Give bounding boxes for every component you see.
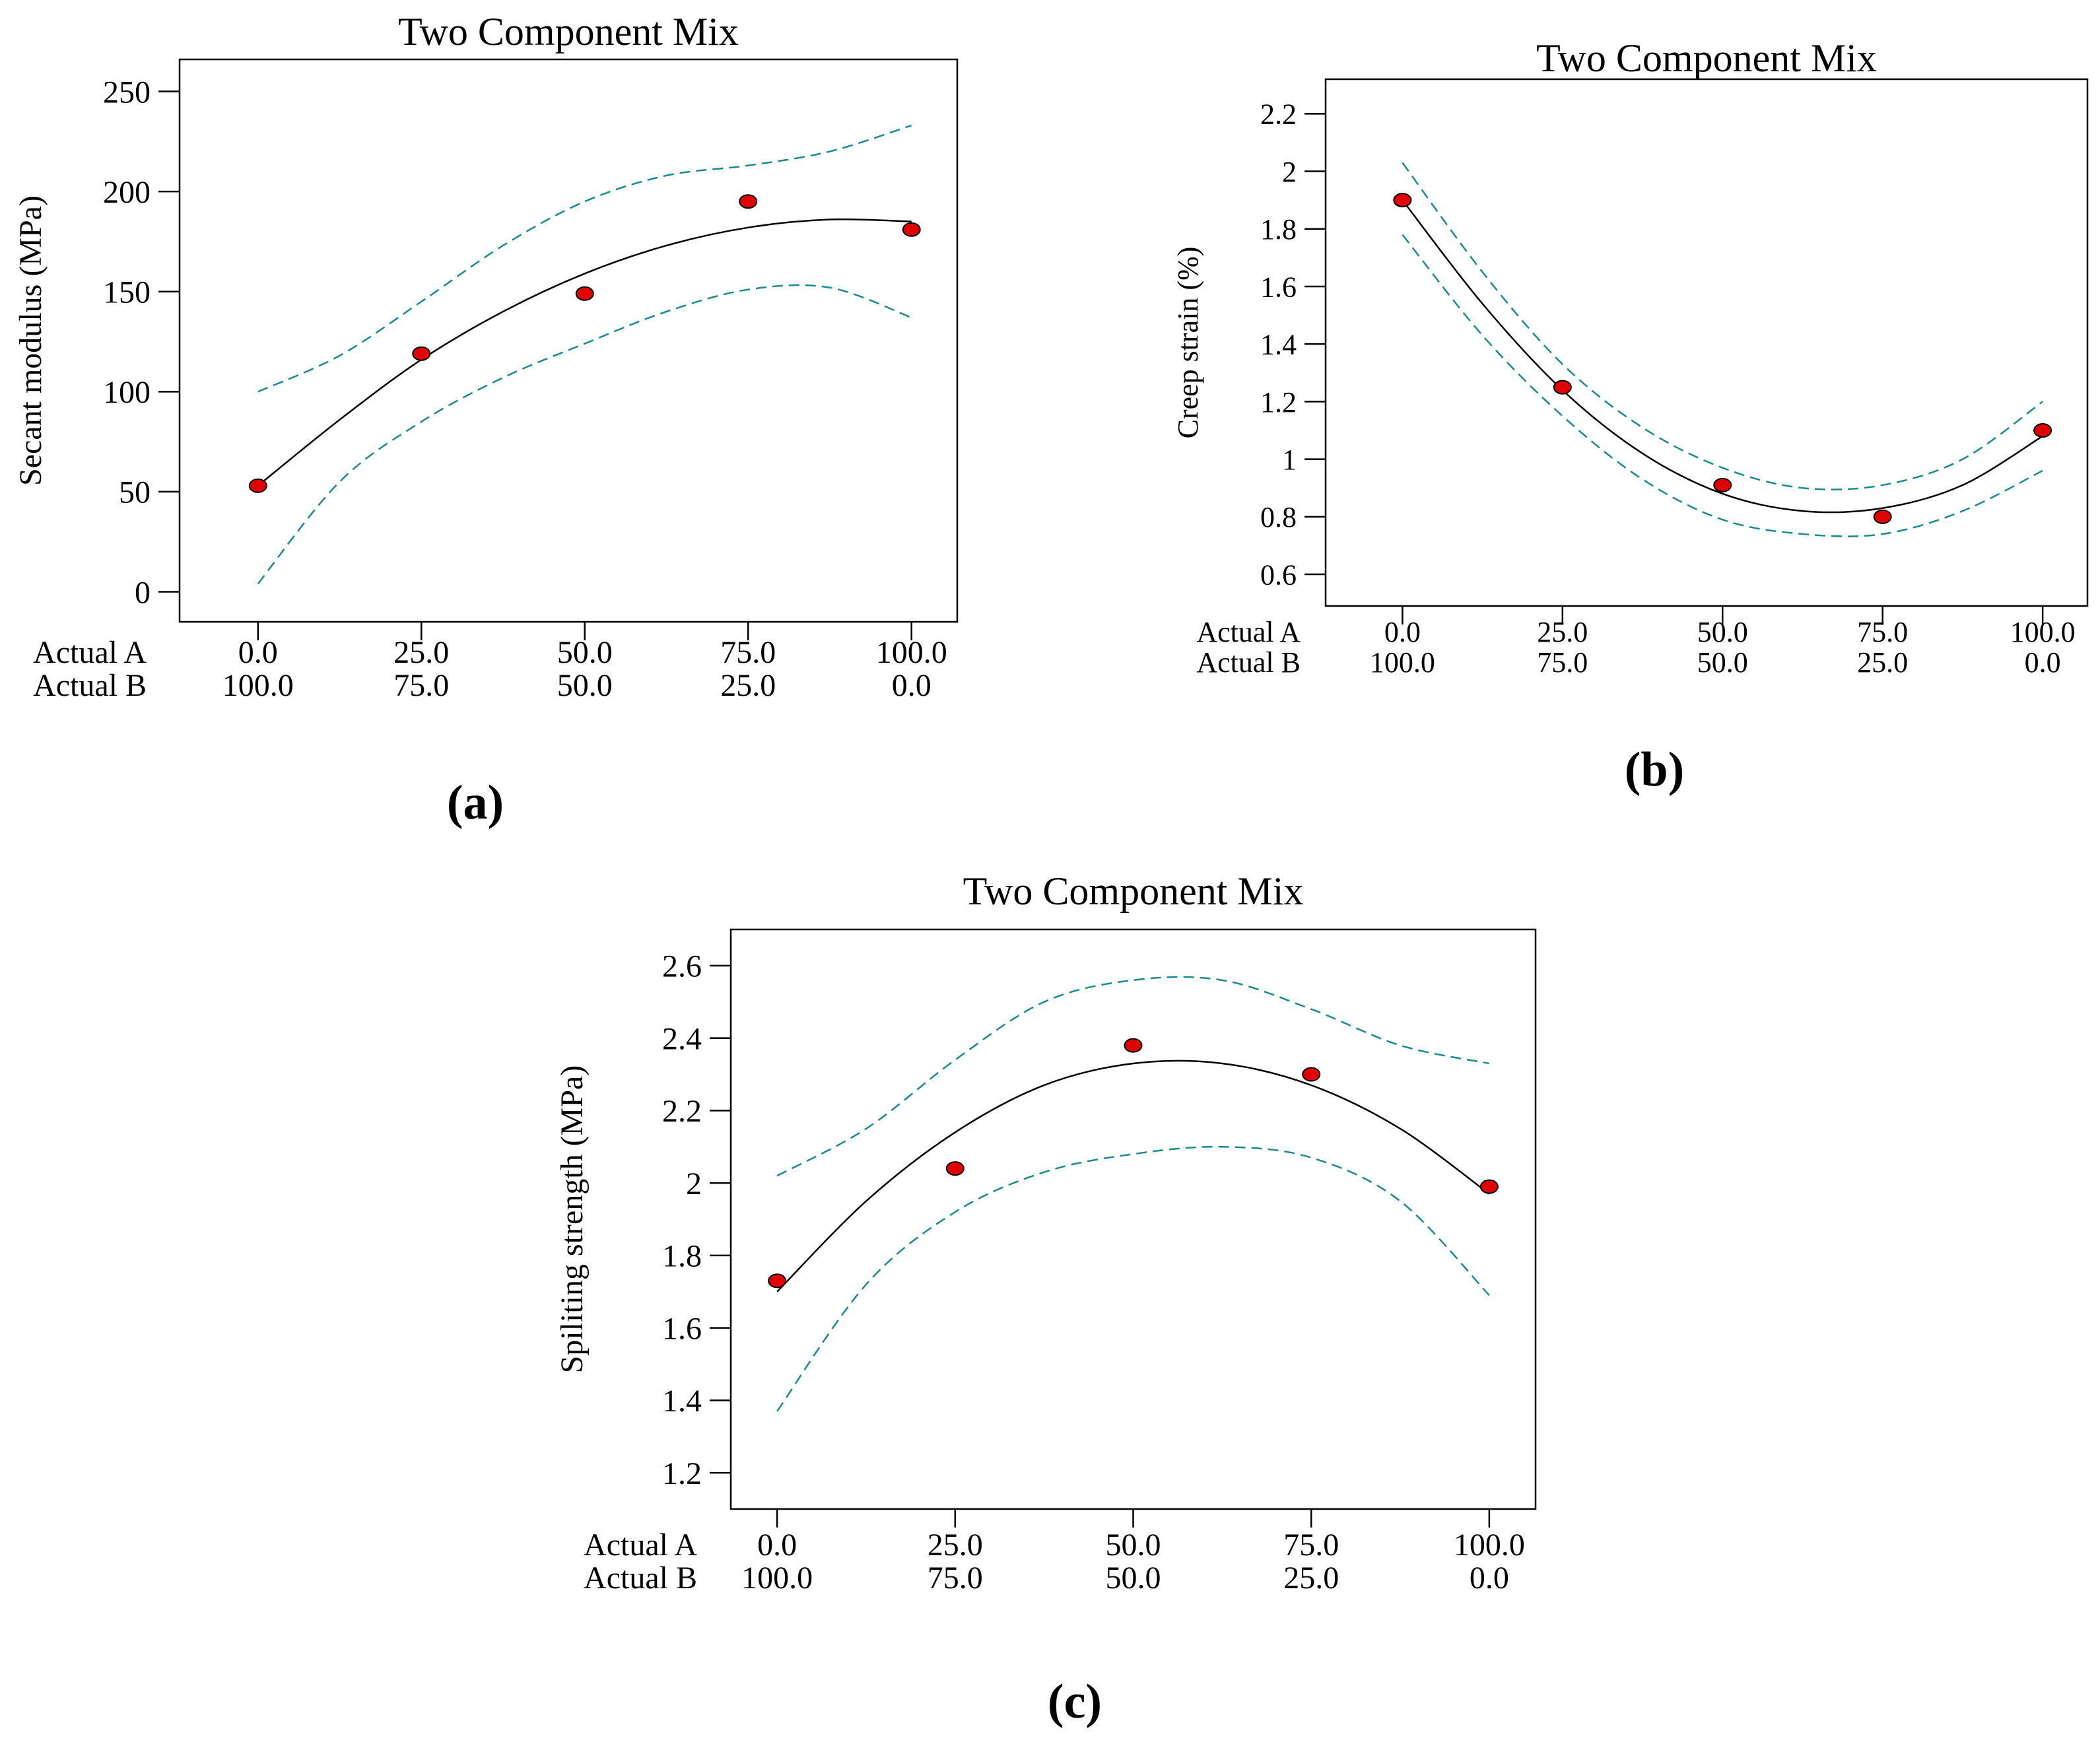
y-tick-label: 1.2 — [1260, 386, 1297, 419]
y-tick-label: 2.4 — [662, 1021, 702, 1056]
data-point — [575, 286, 594, 301]
x-tick-label: 25.0 — [393, 635, 449, 670]
y-tick-label: 1.4 — [1260, 329, 1297, 361]
x-tick-label: 100.0 — [222, 668, 294, 703]
y-tick-label: 150 — [103, 275, 151, 310]
data-point — [2033, 423, 2052, 438]
y-tick-label: 1.6 — [662, 1311, 702, 1346]
x-tick-label: 0.0 — [757, 1528, 797, 1563]
ci-lower-line — [776, 1145, 1490, 1412]
data-point — [1393, 193, 1412, 208]
y-tick-label: 2 — [1282, 156, 1297, 188]
x-tick-label: 25.0 — [928, 1528, 983, 1563]
x-tick-label: 0.0 — [1470, 1561, 1509, 1596]
plot-frame — [729, 928, 1537, 1510]
data-point — [1124, 1038, 1143, 1053]
x-row-name: Actual A — [584, 1528, 697, 1563]
x-tick-label: 0.0 — [892, 668, 931, 703]
data-point — [1873, 509, 1892, 524]
y-tick-label: 100 — [103, 375, 151, 410]
data-point — [1479, 1179, 1499, 1194]
x-tick-label: 75.0 — [928, 1561, 983, 1596]
ci-upper-line — [257, 124, 912, 393]
x-tick-label: 50.0 — [1106, 1561, 1161, 1596]
y-tick-label: 1.8 — [662, 1239, 702, 1274]
panel-label: (c) — [1048, 1675, 1102, 1729]
ci-lower-line — [257, 284, 912, 585]
x-tick-label: 0.0 — [1384, 616, 1421, 648]
x-tick-label: 100.0 — [876, 635, 947, 670]
y-tick-label: 50 — [119, 475, 151, 510]
y-axis-label: Creep strain (%) — [1172, 247, 1204, 439]
y-tick-label: 1.8 — [1260, 213, 1297, 246]
chart-title: Two Component Mix — [963, 869, 1304, 913]
x-tick-label: 25.0 — [1857, 646, 1908, 679]
data-point — [945, 1161, 965, 1176]
y-axis-label: Spiliting strength (MPa) — [555, 1065, 590, 1374]
plot-frame — [178, 58, 959, 623]
chart-title: Two Component Mix — [1536, 36, 1877, 80]
x-tick-label: 50.0 — [557, 635, 613, 670]
x-tick-label: 50.0 — [1106, 1528, 1161, 1563]
y-tick-label: 0 — [135, 575, 151, 610]
x-tick-label: 100.0 — [2010, 616, 2076, 648]
chart-title: Two Component Mix — [398, 10, 739, 53]
x-tick-label: 75.0 — [1857, 616, 1908, 648]
x-tick-label: 75.0 — [720, 635, 776, 670]
y-tick-label: 2 — [686, 1166, 702, 1201]
y-tick-label: 2.2 — [662, 1094, 702, 1129]
x-tick-label: 100.0 — [1454, 1528, 1525, 1563]
data-point — [902, 222, 921, 237]
x-tick-label: 25.0 — [1283, 1561, 1339, 1596]
x-tick-label: 25.0 — [720, 668, 776, 703]
x-row-name: Actual B — [1196, 646, 1301, 679]
fit-line — [257, 218, 912, 487]
x-tick-label: 25.0 — [1537, 616, 1588, 648]
data-point — [248, 478, 267, 493]
x-tick-label: 75.0 — [1283, 1528, 1339, 1563]
data-point — [1713, 477, 1732, 492]
x-row-name: Actual B — [584, 1561, 697, 1596]
x-row-name: Actual A — [33, 635, 147, 670]
data-point — [1302, 1067, 1321, 1082]
x-tick-label: 75.0 — [393, 668, 449, 703]
x-tick-label: 50.0 — [557, 668, 613, 703]
data-point — [739, 194, 758, 209]
x-tick-label: 100.0 — [1370, 646, 1435, 679]
x-row-name: Actual A — [1196, 616, 1301, 648]
x-tick-label: 75.0 — [1537, 646, 1588, 679]
fit-line — [776, 1059, 1490, 1293]
y-tick-label: 0.8 — [1260, 501, 1297, 533]
fit-line — [1402, 199, 2043, 514]
y-tick-label: 1.6 — [1260, 271, 1297, 303]
y-tick-label: 2.2 — [1260, 98, 1297, 131]
panel-label: (b) — [1625, 743, 1684, 797]
panel-label: (a) — [447, 776, 504, 830]
y-tick-label: 2.6 — [662, 949, 702, 984]
data-point — [768, 1273, 787, 1289]
x-row-name: Actual B — [33, 668, 147, 703]
ci-upper-line — [776, 976, 1490, 1177]
chart-panel-1: Two Component Mix Secant modulus (MPa) 0 50… — [13, 10, 959, 830]
y-tick-label: 250 — [103, 75, 151, 110]
chart-panel-3: Two Component Mix Spiliting strength (MPa… — [555, 869, 1537, 1729]
y-axis-label: Secant modulus (MPa) — [13, 195, 48, 486]
ci-upper-line — [1402, 162, 2043, 490]
ci-lower-line — [1402, 234, 2043, 537]
y-tick-label: 0.6 — [1260, 558, 1297, 591]
data-point — [412, 346, 431, 361]
data-point — [1553, 380, 1572, 395]
y-tick-label: 1.2 — [662, 1456, 702, 1491]
x-tick-label: 50.0 — [1697, 616, 1748, 648]
x-tick-label: 0.0 — [238, 635, 278, 670]
y-tick-label: 200 — [103, 175, 151, 210]
y-tick-label: 1.4 — [662, 1384, 702, 1419]
x-tick-label: 100.0 — [741, 1561, 813, 1596]
chart-panel-2: Two Component Mix Creep strain (%) 0.6 0.8 1… — [1172, 36, 2089, 797]
plot-frame — [1324, 78, 2089, 607]
x-tick-label: 50.0 — [1697, 646, 1748, 679]
x-tick-label: 0.0 — [2025, 646, 2061, 679]
y-tick-label: 1 — [1282, 444, 1297, 476]
